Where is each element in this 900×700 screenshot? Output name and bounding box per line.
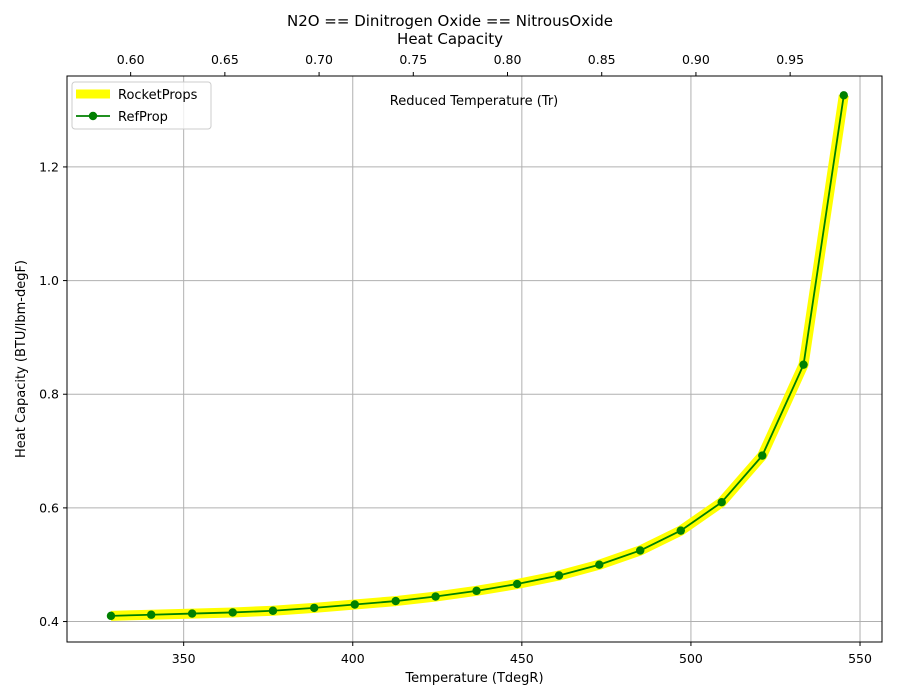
chart-title: N2O == Dinitrogen Oxide == NitrousOxide bbox=[286, 12, 614, 30]
legend-label-rocketprops: RocketProps bbox=[118, 88, 198, 103]
x-tick-label: 450 bbox=[510, 651, 534, 666]
series-refprop-point bbox=[310, 603, 319, 613]
x-tick-label: 550 bbox=[848, 651, 872, 666]
legend-marker-refprop bbox=[88, 111, 98, 121]
y-tick-label: 1.0 bbox=[39, 273, 59, 288]
series-refprop-point bbox=[717, 498, 726, 507]
series-rocketprops-line bbox=[110, 94, 849, 621]
series-refprop-point bbox=[839, 91, 848, 100]
y-tick-label: 0.4 bbox=[39, 614, 59, 629]
y-axis-label: Heat Capacity (BTU/lbm-degF) bbox=[14, 260, 29, 458]
series-layer bbox=[106, 91, 849, 621]
top-tick-label: 0.65 bbox=[211, 52, 239, 67]
chart-subtitle: Heat Capacity bbox=[397, 30, 503, 48]
y-tick-label: 1.2 bbox=[39, 159, 59, 174]
y-tick-label: 0.8 bbox=[39, 387, 59, 402]
series-refprop-point bbox=[391, 596, 400, 606]
top-axis-label: Reduced Temperature (Tr) bbox=[390, 94, 558, 109]
series-refprop-point bbox=[512, 579, 522, 589]
series-refprop-line bbox=[110, 95, 845, 617]
series-refprop-point bbox=[799, 360, 808, 369]
x-axis-label: Temperature (TdegR) bbox=[404, 671, 543, 686]
series-refprop-point bbox=[595, 560, 604, 569]
top-tick-label: 0.95 bbox=[776, 52, 804, 67]
top-tick-label: 0.90 bbox=[682, 52, 710, 67]
legend-label-refprop: RefProp bbox=[118, 110, 168, 125]
series-refprop-point bbox=[472, 586, 481, 596]
x-tick-label: 400 bbox=[341, 651, 365, 666]
series-refprop-point bbox=[636, 546, 645, 555]
top-tick-label: 0.60 bbox=[117, 52, 145, 67]
top-tick-label: 0.80 bbox=[494, 52, 522, 67]
series-refprop-point bbox=[147, 610, 156, 619]
top-tick-label: 0.75 bbox=[399, 52, 427, 67]
legend: RocketProps RefProp bbox=[71, 81, 212, 130]
series-refprop-point bbox=[268, 606, 278, 615]
x-tick-label: 350 bbox=[172, 651, 196, 666]
series-refprop-point bbox=[676, 526, 685, 535]
series-refprop-point bbox=[187, 609, 197, 618]
top-tick-label: 0.70 bbox=[305, 52, 333, 67]
y-tick-label: 0.6 bbox=[39, 500, 59, 515]
top-tick-label: 0.85 bbox=[588, 52, 616, 67]
series-refprop-point bbox=[554, 571, 564, 580]
series-refprop-point bbox=[758, 451, 767, 460]
plot-frame bbox=[66, 75, 883, 643]
series-refprop-point bbox=[106, 611, 116, 621]
series-refprop-point bbox=[431, 592, 440, 601]
x-tick-label: 500 bbox=[679, 651, 703, 666]
series-refprop-point bbox=[350, 600, 359, 609]
axis-layer: 350 400 450 500 550 0.4 0.6 0.8 1.0 1.2 0.60 0.65 0.… bbox=[39, 52, 872, 666]
grid-layer bbox=[67, 76, 882, 642]
series-refprop-point bbox=[228, 608, 237, 617]
